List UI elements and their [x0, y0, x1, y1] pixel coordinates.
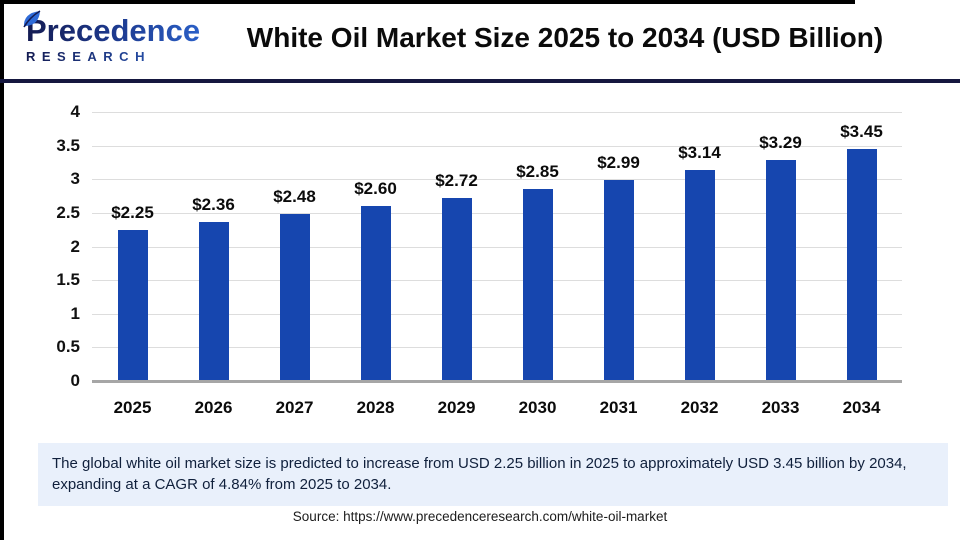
y-axis-tick-label: 1 — [70, 303, 80, 323]
bar-value-label: $3.45 — [840, 121, 883, 141]
x-axis-label: 2030 — [518, 398, 557, 417]
x-axis-label: 2034 — [842, 398, 881, 417]
bar-2026 — [198, 222, 229, 380]
gridline — [92, 179, 902, 181]
bar-value-label: $2.25 — [111, 202, 154, 222]
bar-value-label: $2.36 — [192, 195, 235, 215]
page-border-top — [0, 0, 855, 4]
bar-2025 — [117, 229, 148, 380]
bar-2031 — [603, 179, 634, 380]
header: Precedence RESEARCH White Oil Market Siz… — [0, 0, 960, 83]
page-border-left — [0, 0, 4, 540]
source-text: Source: https://www.precedenceresearch.c… — [292, 509, 668, 524]
x-axis-label: 2025 — [113, 398, 152, 417]
logo-subtitle: RESEARCH — [26, 49, 226, 64]
summary-note-box: The global white oil market size is pred… — [38, 443, 948, 506]
gridline — [92, 145, 902, 147]
x-axis-label: 2027 — [275, 398, 314, 417]
summary-note-text: The global white oil market size is pred… — [52, 455, 907, 494]
bar-chart: 0 0.5 1 1.5 2 2.5 3 3.5 4 $2.25 2025 $2.36 2026 $2.48… — [0, 84, 960, 434]
bar-2028 — [360, 206, 391, 380]
y-axis-tick-label: 2 — [70, 236, 80, 256]
gridline — [92, 112, 902, 113]
bar-2032 — [684, 169, 715, 380]
leaf-icon — [23, 10, 41, 28]
bar-value-label: $3.14 — [678, 142, 721, 162]
x-axis-label: 2028 — [356, 398, 395, 417]
bar-2034 — [846, 148, 877, 380]
x-axis-label: 2032 — [680, 398, 719, 417]
bar-value-label: $2.85 — [516, 162, 559, 182]
bar-value-label: $2.60 — [354, 179, 397, 199]
gridline — [92, 246, 902, 248]
y-axis-tick-label: 3.5 — [56, 135, 80, 155]
bar-value-label: $3.29 — [759, 132, 802, 152]
logo-wordmark: Precedence — [26, 15, 226, 46]
gridline — [92, 280, 902, 282]
bar-2027 — [279, 214, 310, 380]
page-title: White Oil Market Size 2025 to 2034 (USD … — [246, 22, 884, 53]
y-axis-tick-label: 0 — [70, 371, 80, 390]
x-axis-label: 2026 — [194, 398, 233, 417]
y-axis-tick-label: 1.5 — [56, 270, 80, 290]
x-axis-label: 2029 — [437, 398, 476, 417]
bar-2030 — [522, 189, 553, 380]
bar-value-label: $2.48 — [273, 187, 316, 207]
bar-value-label: $2.99 — [597, 152, 640, 172]
precedence-logo: Precedence RESEARCH — [23, 10, 226, 64]
y-axis-tick-label: 3 — [70, 169, 80, 189]
x-axis-line — [92, 380, 902, 383]
gridline — [92, 347, 902, 349]
y-axis-tick-label: 4 — [70, 102, 80, 121]
bar-2033 — [765, 159, 796, 380]
bar-value-label: $2.72 — [435, 171, 478, 191]
x-axis-label: 2031 — [599, 398, 638, 417]
y-axis-tick-label: 0.5 — [56, 337, 80, 357]
gridline — [92, 313, 902, 315]
y-axis-tick-label: 2.5 — [56, 202, 80, 222]
x-axis-label: 2033 — [761, 398, 800, 417]
gridline — [92, 212, 902, 214]
header-divider — [0, 79, 960, 83]
bar-2029 — [441, 198, 472, 380]
